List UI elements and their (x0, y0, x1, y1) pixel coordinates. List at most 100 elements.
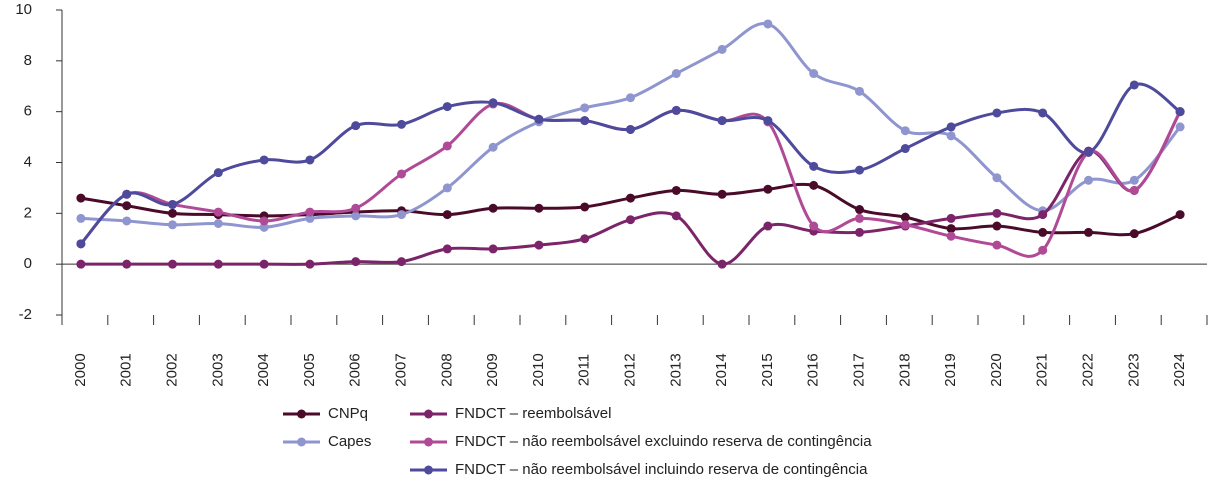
legend-label: Capes (328, 433, 371, 450)
point (1038, 210, 1048, 220)
point (213, 259, 223, 269)
y-tick-label: -2 (19, 306, 32, 323)
point (488, 203, 498, 213)
point (580, 116, 590, 126)
point (763, 184, 773, 194)
point (442, 244, 452, 254)
point (1038, 227, 1048, 237)
x-tick-label: 2015 (759, 353, 776, 386)
point (763, 116, 773, 126)
point (717, 259, 727, 269)
point (351, 257, 361, 267)
line (80, 110, 1182, 266)
point (809, 221, 819, 231)
x-tick-label: 2014 (713, 353, 730, 386)
x-tick-label: 2022 (1079, 353, 1096, 386)
point (168, 208, 177, 218)
point (259, 222, 269, 232)
point (488, 244, 498, 254)
point (259, 155, 269, 165)
legend-marker (424, 465, 433, 475)
point (442, 141, 452, 151)
point (992, 173, 1002, 183)
legend-marker (424, 437, 433, 447)
x-tick-label: 2012 (621, 353, 638, 386)
point (397, 210, 406, 220)
point (305, 207, 315, 217)
point (900, 126, 910, 136)
point (763, 221, 773, 231)
point (213, 219, 223, 228)
point (580, 234, 590, 244)
point (305, 213, 315, 223)
x-tick-label: 2006 (347, 353, 364, 386)
point (1129, 80, 1139, 90)
point (763, 19, 773, 29)
x-tick-label: 2004 (255, 353, 272, 386)
legend-marker (297, 437, 306, 447)
point (213, 207, 223, 217)
point (580, 103, 590, 113)
x-tick-label: 2003 (209, 353, 226, 386)
point (76, 193, 86, 203)
point (534, 203, 544, 213)
point (580, 202, 590, 212)
point (1175, 122, 1185, 132)
point (1129, 185, 1139, 195)
point (671, 185, 681, 195)
y-tick-label: 0 (24, 255, 32, 272)
point (626, 215, 635, 225)
x-tick-label: 2009 (484, 353, 501, 386)
point (351, 203, 361, 213)
point (900, 212, 910, 222)
point (992, 208, 1002, 218)
point (900, 220, 910, 230)
x-tick-label: 2018 (896, 353, 913, 386)
point (168, 259, 177, 269)
point (168, 199, 177, 209)
y-tick-label: 10 (15, 1, 32, 18)
point (900, 144, 910, 154)
point (1129, 175, 1139, 185)
point (855, 86, 864, 96)
point (946, 122, 956, 132)
point (1084, 227, 1093, 237)
x-tick-label: 2010 (530, 353, 547, 386)
point (626, 124, 635, 134)
point (259, 216, 269, 226)
point (397, 257, 406, 267)
x-tick-label: 2023 (1125, 353, 1142, 386)
point (122, 189, 132, 199)
point (717, 116, 727, 126)
x-tick-label: 2020 (988, 353, 1005, 386)
point (351, 121, 361, 131)
point (809, 180, 819, 190)
legend-label: FNDCT – não reembolsável excluindo reser… (455, 433, 872, 450)
point (717, 44, 727, 54)
point (809, 69, 819, 79)
x-tick-label: 2016 (805, 353, 822, 386)
y-tick-label: 2 (24, 204, 32, 221)
point (442, 183, 452, 193)
x-tick-label: 2024 (1171, 353, 1188, 386)
point (442, 102, 452, 112)
point (855, 205, 864, 215)
point (1175, 107, 1185, 117)
x-tick-label: 2008 (438, 353, 455, 386)
legend-label: FNDCT – reembolsável (455, 405, 611, 422)
point (1038, 108, 1048, 118)
point (534, 114, 544, 124)
point (305, 155, 315, 165)
x-tick-label: 2011 (576, 354, 593, 386)
y-tick-label: 8 (24, 52, 32, 69)
point (992, 240, 1002, 250)
y-tick-label: 4 (24, 153, 32, 170)
point (855, 227, 864, 237)
point (122, 259, 132, 269)
x-tick-label: 2013 (667, 353, 684, 386)
point (626, 193, 635, 203)
point (259, 259, 269, 269)
point (305, 259, 315, 269)
point (76, 259, 86, 269)
